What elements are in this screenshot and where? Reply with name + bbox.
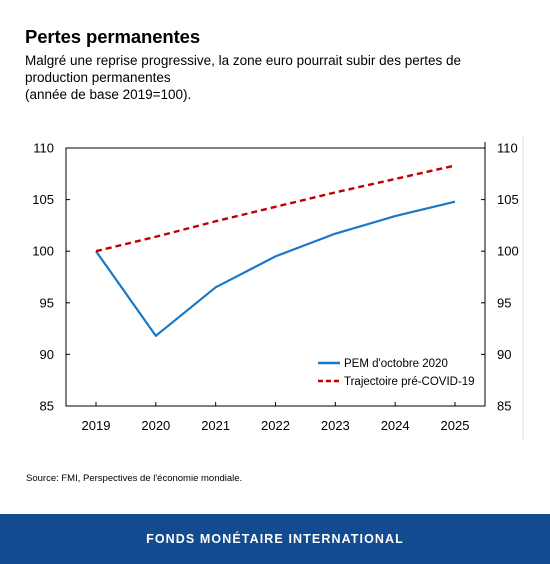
legend-label: PEM d'octobre 2020 — [344, 358, 448, 370]
y-tick-label-left: 85 — [40, 399, 54, 414]
y-tick-label-left: 100 — [32, 244, 54, 259]
y-tick-label-right: 110 — [497, 141, 518, 156]
chart-title: Pertes permanentes — [25, 26, 201, 47]
y-tick-label-left: 105 — [32, 192, 54, 207]
x-tick-label: 2022 — [261, 418, 290, 433]
y-tick-label-left: 110 — [33, 141, 54, 156]
legend-label: Trajectoire pré-COVID-19 — [344, 376, 475, 388]
y-tick-label-left: 90 — [40, 347, 54, 362]
y-tick-label-right: 90 — [497, 347, 511, 362]
y-tick-label-left: 95 — [40, 295, 54, 310]
y-tick-label-right: 95 — [497, 295, 511, 310]
line-chart: 85 85 90 90 95 95 100 100 105 105 110 110 2019 2020 20… — [32, 136, 524, 440]
x-tick-label: 2025 — [441, 418, 470, 433]
subtitle-line: (année de base 2019=100). — [25, 87, 192, 102]
series-line-2 — [95, 164, 456, 253]
subtitle-line: Malgré une reprise progressive, la zone … — [25, 53, 461, 68]
x-tick-label: 2020 — [141, 418, 170, 433]
subtitle-line: production permanentes — [25, 70, 171, 85]
x-tick-label: 2021 — [201, 418, 230, 433]
x-tick-label: 2024 — [381, 418, 410, 433]
x-tick-label: 2023 — [321, 418, 350, 433]
y-tick-label-right: 85 — [497, 399, 511, 414]
series-line-1 — [95, 200, 456, 337]
y-tick-label-right: 105 — [497, 192, 519, 207]
footer-banner: FONDS MONÉTAIRE INTERNATIONAL — [0, 514, 550, 564]
x-tick-label: 2019 — [82, 418, 111, 433]
source-note: Source: FMI, Perspectives de l'économie … — [26, 473, 243, 484]
footer-label: FONDS MONÉTAIRE INTERNATIONAL — [146, 532, 404, 546]
y-tick-label-right: 100 — [497, 244, 519, 259]
chart-subtitle: Malgré une reprise progressive, la zone … — [25, 52, 525, 103]
